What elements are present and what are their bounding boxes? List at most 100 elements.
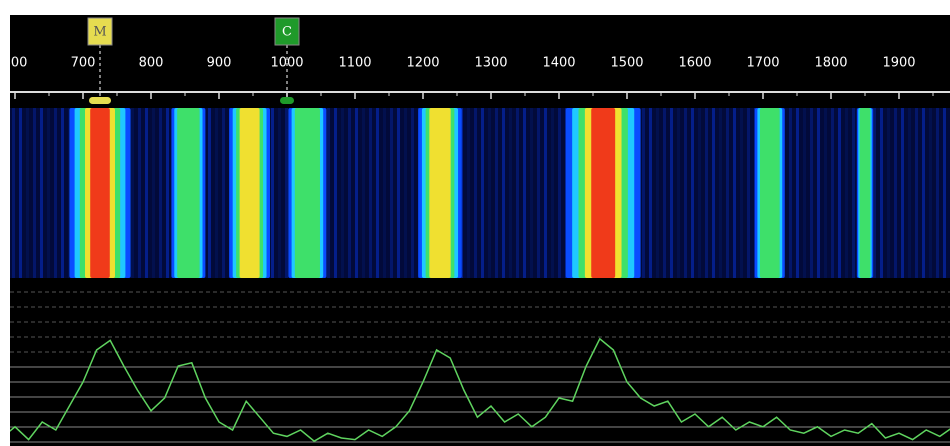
noise (327, 108, 330, 278)
noise (852, 108, 855, 278)
noise (656, 108, 659, 278)
noise (54, 108, 57, 278)
noise (642, 108, 645, 278)
noise (733, 108, 736, 278)
noise (488, 108, 491, 278)
noise (922, 108, 925, 278)
noise (873, 108, 876, 278)
signal-band (229, 108, 270, 278)
noise (677, 108, 680, 278)
signal-level (90, 108, 110, 278)
noise (796, 108, 799, 278)
signal-band (69, 108, 130, 278)
signal-level (429, 108, 450, 278)
noise (474, 108, 477, 278)
scale-label: 1800 (814, 56, 847, 71)
signal-level (860, 108, 871, 278)
noise (152, 108, 155, 278)
scale-label: 1600 (678, 56, 711, 71)
noise (712, 108, 715, 278)
noise (838, 108, 841, 278)
noise (908, 108, 911, 278)
scale-label: 1200 (406, 56, 439, 71)
scale-label: 800 (139, 56, 164, 71)
marker-label: M (93, 25, 106, 40)
noise (558, 108, 561, 278)
signal-band (418, 108, 462, 278)
noise (936, 108, 939, 278)
signal-level (760, 108, 780, 278)
noise (411, 108, 414, 278)
noise (348, 108, 351, 278)
noise (222, 108, 225, 278)
noise (334, 108, 337, 278)
noise (810, 108, 813, 278)
noise (362, 108, 365, 278)
noise (649, 108, 652, 278)
signal-band (755, 108, 785, 278)
noise (929, 108, 932, 278)
noise (663, 108, 666, 278)
noise (208, 108, 211, 278)
noise (719, 108, 722, 278)
noise (523, 108, 526, 278)
scale-label: 1400 (542, 56, 575, 71)
noise (40, 108, 43, 278)
noise (166, 108, 169, 278)
waterfall-bg (10, 108, 950, 278)
noise (831, 108, 834, 278)
noise (747, 108, 750, 278)
scale-label: 900 (207, 56, 232, 71)
noise (369, 108, 372, 278)
noise (26, 108, 29, 278)
scale-label: 600 (3, 56, 28, 71)
noise (530, 108, 533, 278)
noise (159, 108, 162, 278)
noise (397, 108, 400, 278)
noise (684, 108, 687, 278)
noise (803, 108, 806, 278)
marker-pill (89, 97, 111, 104)
noise (355, 108, 358, 278)
noise (390, 108, 393, 278)
scale-label: 1900 (882, 56, 915, 71)
noise (215, 108, 218, 278)
noise (467, 108, 470, 278)
noise (880, 108, 883, 278)
noise (943, 108, 946, 278)
noise (383, 108, 386, 278)
noise (47, 108, 50, 278)
noise (61, 108, 64, 278)
noise (789, 108, 792, 278)
noise (670, 108, 673, 278)
noise (278, 108, 281, 278)
noise (12, 108, 15, 278)
waterfall-app: 6007008009001000110012001300140015001600… (0, 0, 950, 446)
noise (404, 108, 407, 278)
noise (544, 108, 547, 278)
noise (502, 108, 505, 278)
signal-band (288, 108, 326, 278)
signal-level (240, 108, 260, 278)
noise (516, 108, 519, 278)
signal-level (177, 108, 199, 278)
noise (824, 108, 827, 278)
noise (740, 108, 743, 278)
signal-band (171, 108, 205, 278)
noise (698, 108, 701, 278)
signal-band (566, 108, 641, 278)
noise (726, 108, 729, 278)
noise (894, 108, 897, 278)
noise (19, 108, 22, 278)
scale-label: 1500 (610, 56, 643, 71)
noise (915, 108, 918, 278)
noise (901, 108, 904, 278)
noise (705, 108, 708, 278)
noise (691, 108, 694, 278)
marker-label: C (282, 25, 292, 40)
noise (145, 108, 148, 278)
signal-level (295, 108, 320, 278)
signal-level (591, 108, 615, 278)
noise (551, 108, 554, 278)
noise (376, 108, 379, 278)
